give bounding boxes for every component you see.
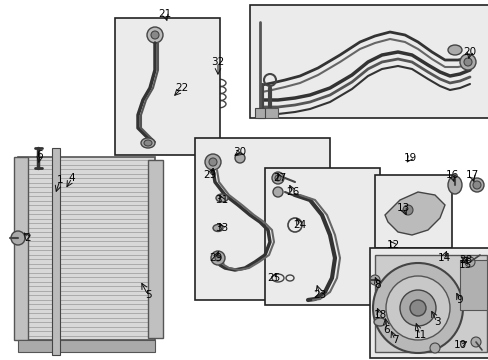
- Bar: [148, 160, 163, 338]
- Text: 12: 12: [386, 240, 399, 250]
- Circle shape: [272, 187, 283, 197]
- Polygon shape: [18, 157, 155, 340]
- Ellipse shape: [213, 225, 223, 231]
- Ellipse shape: [373, 318, 385, 326]
- Circle shape: [274, 175, 281, 181]
- Text: 1: 1: [57, 175, 63, 185]
- Ellipse shape: [141, 138, 155, 148]
- Text: 17: 17: [465, 170, 478, 180]
- Text: 30: 30: [233, 147, 246, 157]
- Text: 31: 31: [215, 195, 228, 205]
- Text: 33: 33: [215, 223, 228, 233]
- Bar: [264, 168, 379, 305]
- Bar: [374, 255, 486, 352]
- Text: 16: 16: [445, 170, 458, 180]
- Bar: [258, 108, 278, 118]
- Text: 20: 20: [463, 47, 476, 57]
- Bar: [115, 18, 220, 155]
- Text: 22: 22: [175, 83, 188, 93]
- Text: 15: 15: [457, 260, 470, 270]
- Circle shape: [151, 31, 159, 39]
- Bar: [374, 175, 451, 248]
- Text: 29: 29: [203, 170, 216, 180]
- Circle shape: [210, 251, 224, 265]
- Text: 14: 14: [436, 253, 450, 263]
- Circle shape: [429, 343, 439, 353]
- Circle shape: [11, 231, 25, 245]
- Circle shape: [464, 257, 474, 267]
- Circle shape: [472, 181, 480, 189]
- Circle shape: [372, 263, 462, 353]
- Bar: [52, 148, 60, 355]
- Circle shape: [463, 58, 471, 66]
- Bar: [254, 108, 264, 118]
- Circle shape: [470, 337, 480, 347]
- Bar: [369, 248, 488, 358]
- Circle shape: [469, 178, 483, 192]
- Bar: [18, 340, 155, 352]
- Circle shape: [215, 255, 221, 261]
- Bar: [459, 260, 486, 310]
- Text: 21: 21: [158, 9, 171, 19]
- Circle shape: [147, 27, 163, 43]
- Ellipse shape: [447, 176, 461, 194]
- Circle shape: [399, 290, 435, 326]
- Circle shape: [235, 153, 244, 163]
- Text: 32: 32: [211, 57, 224, 67]
- Text: 19: 19: [403, 153, 416, 163]
- Text: 11: 11: [412, 330, 426, 340]
- Text: 26: 26: [286, 187, 299, 197]
- Circle shape: [208, 158, 217, 166]
- Text: 27: 27: [273, 173, 286, 183]
- Ellipse shape: [460, 254, 472, 272]
- Ellipse shape: [216, 194, 227, 202]
- Text: 3: 3: [433, 317, 439, 327]
- Text: 28: 28: [458, 255, 472, 265]
- Circle shape: [271, 172, 284, 184]
- Text: 13: 13: [396, 203, 409, 213]
- Bar: [14, 157, 28, 340]
- Text: 6: 6: [37, 150, 43, 160]
- Ellipse shape: [436, 253, 452, 263]
- Circle shape: [409, 300, 425, 316]
- Text: 18: 18: [373, 310, 386, 320]
- Circle shape: [204, 154, 221, 170]
- Text: 7: 7: [391, 335, 398, 345]
- Bar: [249, 5, 488, 118]
- Text: 25: 25: [267, 273, 280, 283]
- Text: 6: 6: [383, 325, 389, 335]
- Text: 4: 4: [68, 173, 75, 183]
- Text: 24: 24: [293, 220, 306, 230]
- Text: 9: 9: [456, 295, 462, 305]
- Text: 8: 8: [374, 280, 381, 290]
- Circle shape: [385, 276, 449, 340]
- Text: 2: 2: [24, 233, 31, 243]
- Polygon shape: [384, 192, 444, 235]
- Bar: [419, 240, 431, 320]
- Text: 5: 5: [144, 290, 151, 300]
- Ellipse shape: [447, 45, 461, 55]
- Circle shape: [402, 205, 412, 215]
- Text: 10: 10: [452, 340, 466, 350]
- Text: 23: 23: [313, 290, 326, 300]
- Bar: [195, 138, 329, 300]
- Circle shape: [369, 275, 379, 285]
- Text: 29: 29: [209, 253, 222, 263]
- Ellipse shape: [143, 140, 152, 146]
- Circle shape: [459, 54, 475, 70]
